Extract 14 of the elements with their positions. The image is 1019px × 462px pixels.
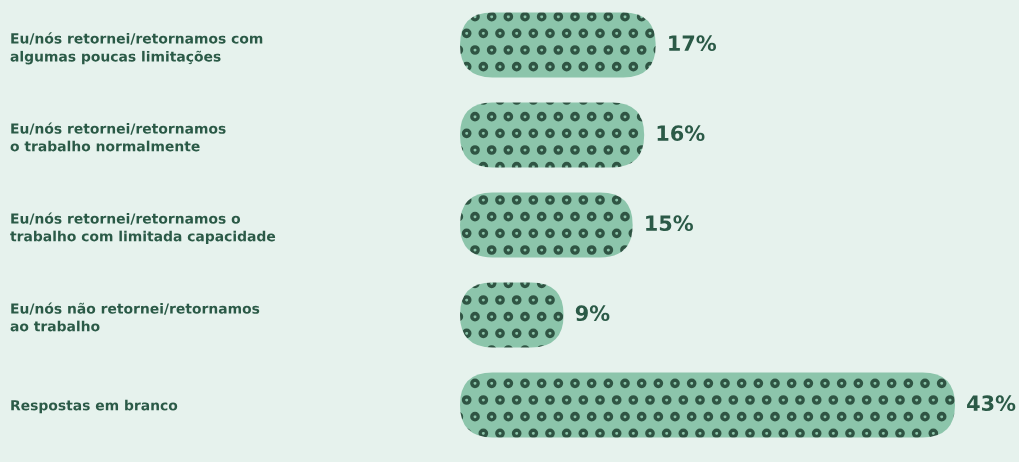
bar [460,102,645,168]
data-label: 43% [967,395,1016,412]
bar [460,372,955,438]
bar [460,12,656,78]
data-label: 9% [575,305,610,322]
data-label: 17% [669,35,717,52]
data-label: 16% [657,125,705,142]
y-tick-label: Eu/nós retornei/retornamos com algumas poucas limitações [10,32,263,65]
data-label: 15% [646,215,693,232]
y-tick-label: Eu/nós não retornei/retornamos ao trabalho [10,302,260,332]
y-tick-label: Eu/nós retornei/retornamos o trabalho com limitada capacidade [10,212,276,245]
y-tick-label: Respostas em branco [11,399,178,414]
y-tick-label: Eu/nós retornei/retornamos o trabalho normalmente [10,122,226,152]
bar [460,192,633,258]
